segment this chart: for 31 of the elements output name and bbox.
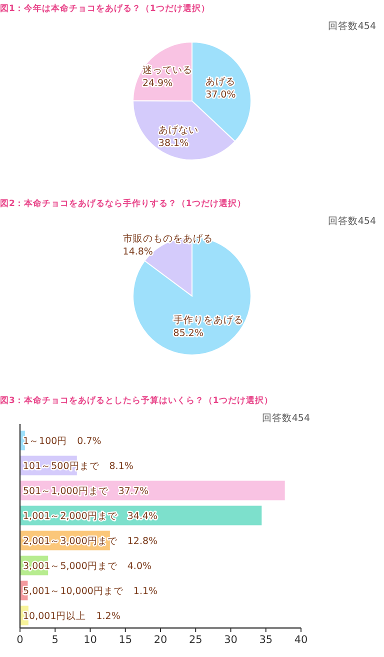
text: 回答数454 xyxy=(328,215,376,227)
category-label: 101～500円まで 8.1% xyxy=(23,461,134,472)
data-label: 38.1% xyxy=(158,138,189,149)
text: 回答数454 xyxy=(328,20,376,32)
chart-subtitle: 回答数454 xyxy=(262,412,310,424)
slice-label: あげる xyxy=(206,75,236,88)
x-tick-label: 5 xyxy=(52,634,58,646)
chart-title: 図2：本命チョコをあげるなら手作りする？（1つだけ選択） xyxy=(0,198,246,209)
x-tick-label: 10 xyxy=(84,634,97,646)
slice-label: 手作りをあげる xyxy=(173,314,244,326)
chart-title: 図1：今年は本命チョコをあげる？（1つだけ選択） xyxy=(0,3,210,14)
data-label: 14.8% xyxy=(122,246,153,258)
slice-label: 迷っている xyxy=(142,64,192,76)
category-label: 1～100円 0.7% xyxy=(23,436,102,447)
category-label: 5,001～10,000円まで 1.1% xyxy=(23,586,158,597)
x-tick-label: 0 xyxy=(16,634,24,646)
data-label: 85.2% xyxy=(173,328,204,340)
slice-label: あげない xyxy=(158,124,198,136)
slice-label: 市販のものをあげる xyxy=(122,232,213,244)
chart-title: 図3：本命チョコをあげるとしたら予算はいくら？（1つだけ選択） xyxy=(0,395,273,406)
data-label: 37.0% xyxy=(206,89,236,100)
x-tick-label: 30 xyxy=(224,634,238,646)
data-label: 24.9% xyxy=(142,78,173,90)
x-tick-label: 20 xyxy=(154,634,168,646)
category-label: 10,001円以上 1.2% xyxy=(23,611,120,622)
x-tick-label: 15 xyxy=(118,634,132,646)
x-tick-label: 40 xyxy=(294,634,308,646)
x-tick-label: 25 xyxy=(188,634,202,646)
x-tick-label: 35 xyxy=(259,634,273,646)
category-label: 501～1,000円まで 37.7% xyxy=(23,486,149,497)
category-label: 1,001～2,000円まで 34.4% xyxy=(23,511,158,522)
